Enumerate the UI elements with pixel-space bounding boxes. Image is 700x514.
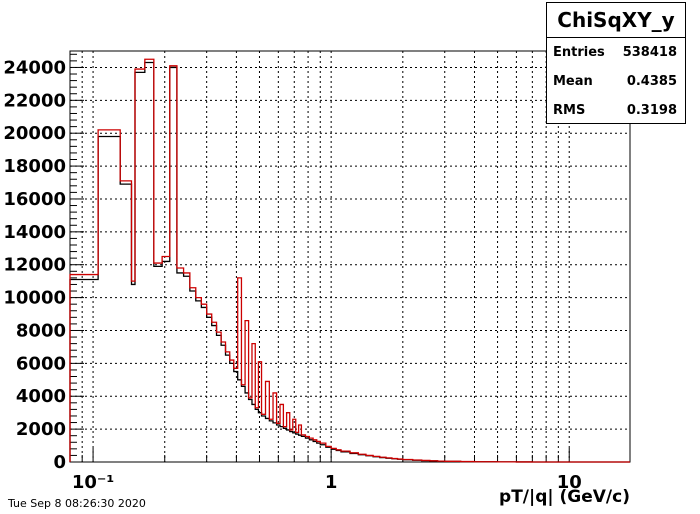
y-tick-label: 24000 xyxy=(3,57,66,78)
tick-labels: 0 2000 4000 6000 8000 10000 12000 14000 16000 180… xyxy=(3,57,581,493)
y-tick-label: 0 xyxy=(53,452,66,473)
y-tick-label: 16000 xyxy=(3,189,66,210)
y-tick-label: 4000 xyxy=(16,386,66,407)
y-tick-label: 6000 xyxy=(16,353,66,374)
stats-label: Mean xyxy=(553,74,593,89)
histogram-lines xyxy=(69,58,630,463)
stats-value: 0.4385 xyxy=(626,74,677,89)
y-tick-label: 20000 xyxy=(3,123,66,144)
stats-title: ChiSqXY_y xyxy=(547,3,685,38)
stats-row-mean: Mean 0.4385 xyxy=(547,67,685,96)
stats-box: ChiSqXY_y Entries 538418 Mean 0.4385 RMS… xyxy=(546,2,686,124)
y-tick-label: 8000 xyxy=(16,320,66,341)
y-tick-label: 10000 xyxy=(3,288,66,309)
axis-ticks xyxy=(69,53,570,463)
x-tick-label: 10⁻¹ xyxy=(72,472,114,493)
y-tick-label: 14000 xyxy=(3,222,66,243)
timestamp: Tue Sep 8 08:26:30 2020 xyxy=(8,497,146,510)
y-tick-label: 18000 xyxy=(3,156,66,177)
x-axis-title: pT/|q| (GeV/c) xyxy=(499,487,630,507)
x-tick-label: 10 xyxy=(557,472,582,493)
stats-value: 0.3198 xyxy=(626,103,677,118)
stats-value: 538418 xyxy=(622,45,677,60)
y-tick-label: 22000 xyxy=(3,90,66,111)
x-tick-label: 1 xyxy=(325,472,338,493)
stats-row-rms: RMS 0.3198 xyxy=(547,96,685,125)
y-tick-label: 12000 xyxy=(3,255,66,276)
stats-label: RMS xyxy=(553,103,586,118)
y-tick-label: 2000 xyxy=(16,419,66,440)
histogram-series xyxy=(69,58,630,463)
stats-label: Entries xyxy=(553,45,605,60)
stats-row-entries: Entries 538418 xyxy=(547,38,685,67)
